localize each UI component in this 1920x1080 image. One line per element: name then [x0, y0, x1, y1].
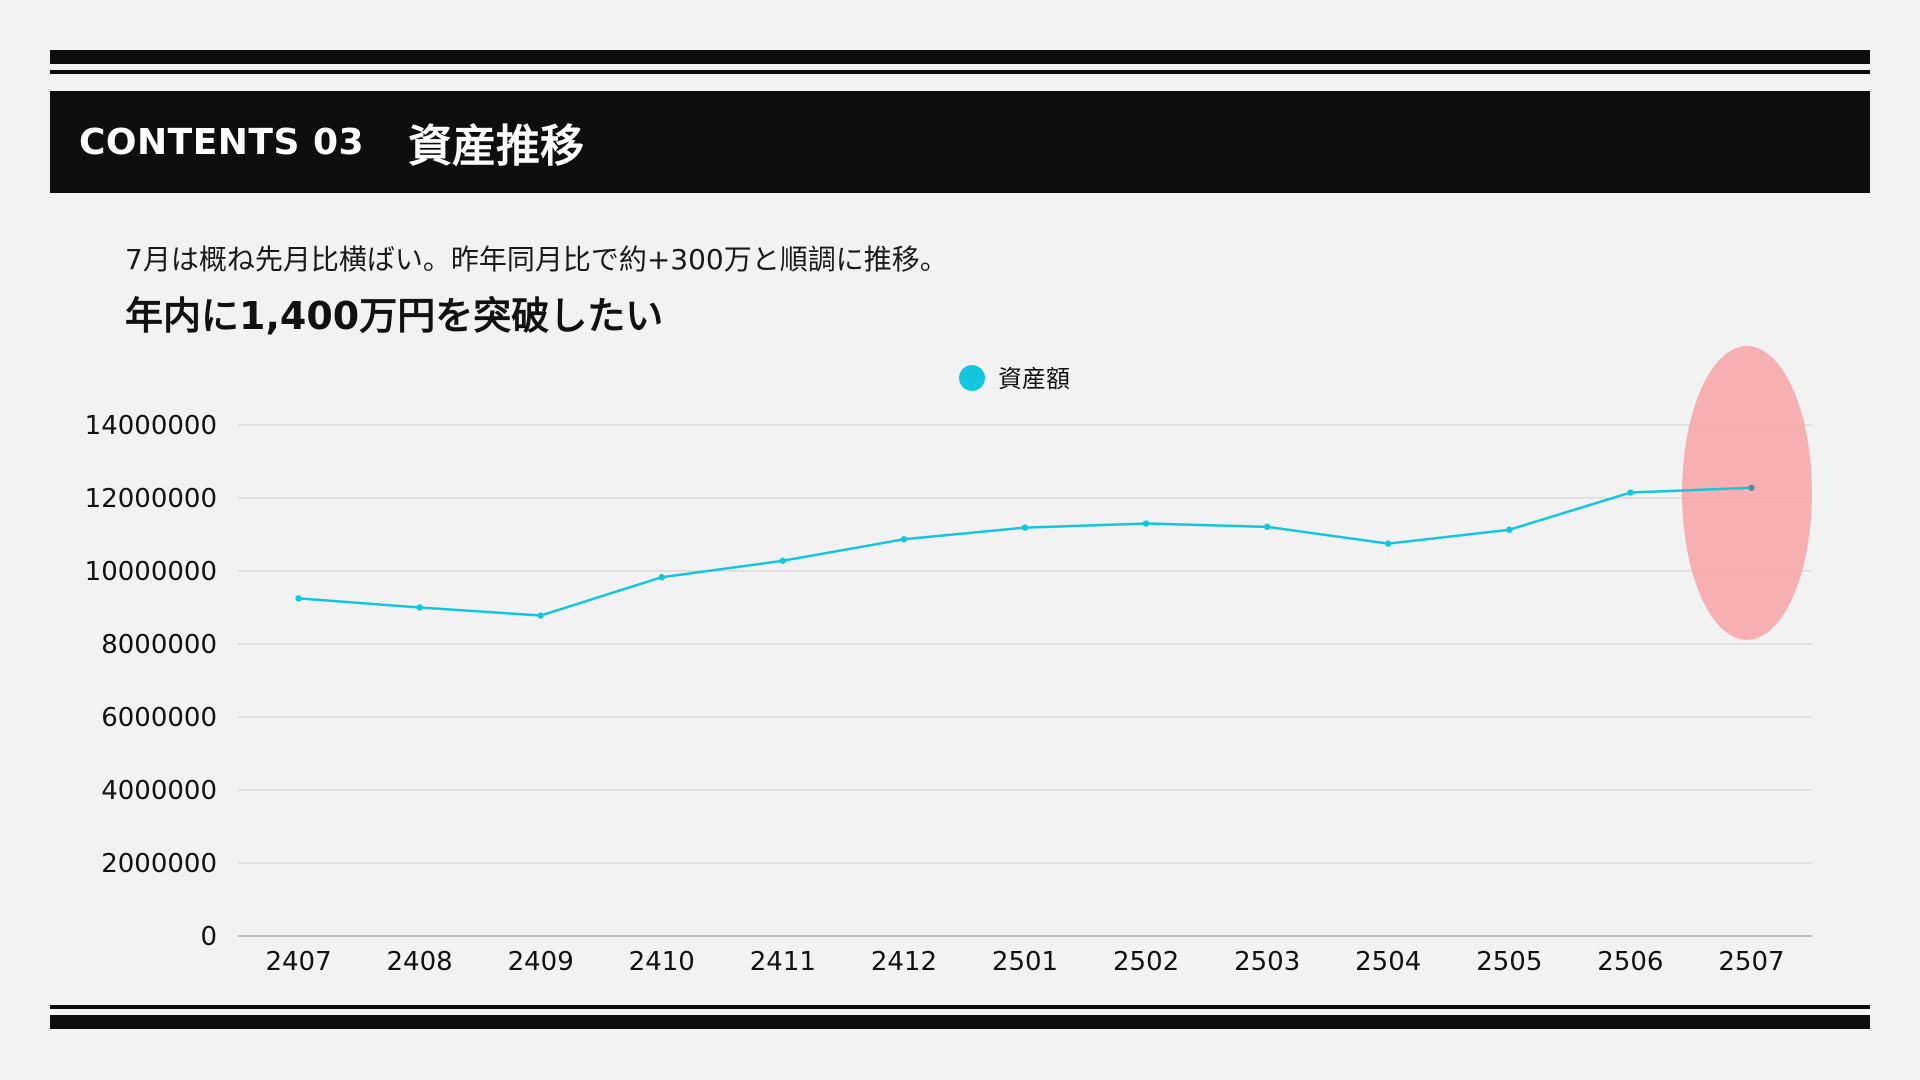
data-point — [1385, 540, 1392, 547]
y-tick-label: 12000000 — [85, 484, 217, 514]
top-thin-rule — [50, 70, 1870, 74]
data-point — [1506, 526, 1513, 533]
x-tick-label: 2501 — [992, 947, 1058, 977]
y-tick-label: 10000000 — [85, 557, 217, 587]
headline-text: 年内に1,400万円を突破したい — [125, 294, 664, 338]
y-tick-label: 8000000 — [101, 630, 217, 660]
y-tick-label: 6000000 — [101, 703, 217, 733]
page-title: 資産推移 — [408, 121, 585, 172]
legend-marker — [959, 365, 985, 391]
x-tick-label: 2506 — [1597, 947, 1663, 977]
y-tick-label: 0 — [200, 922, 217, 952]
data-point — [537, 612, 544, 619]
top-thick-rule — [50, 50, 1870, 64]
data-point — [1142, 520, 1150, 527]
data-point — [1021, 524, 1029, 531]
contents-label: CONTENTS 03 — [79, 121, 365, 163]
y-tick-label: 4000000 — [101, 776, 217, 806]
x-tick-label: 2410 — [629, 947, 695, 977]
series-line — [298, 486, 1752, 617]
data-point — [295, 595, 302, 602]
x-tick-label: 2409 — [508, 947, 574, 977]
y-tick-label: 2000000 — [101, 849, 217, 879]
data-point — [900, 536, 908, 543]
summary-text: 7月は概ね先月比横ばい。昨年同月比で約+300万と順調に推移。 — [125, 243, 948, 276]
header-bar: CONTENTS 03 資産推移 — [50, 91, 1870, 193]
x-tick-label: 2411 — [750, 947, 816, 977]
data-point — [658, 574, 665, 581]
data-point — [1627, 489, 1634, 496]
x-tick-label: 2407 — [265, 947, 331, 977]
x-tick-label: 2505 — [1476, 947, 1542, 977]
legend-label: 資産額 — [998, 365, 1070, 393]
x-tick-label: 2504 — [1355, 947, 1421, 977]
bottom-thin-rule — [50, 1005, 1870, 1009]
highlight-ellipse — [1682, 346, 1812, 640]
data-point — [416, 604, 423, 611]
y-tick-label: 14000000 — [85, 411, 217, 441]
x-tick-label: 2502 — [1113, 947, 1179, 977]
x-tick-label: 2408 — [387, 947, 453, 977]
data-point — [779, 557, 787, 564]
bottom-thick-rule — [50, 1015, 1870, 1029]
data-point — [1263, 523, 1271, 531]
x-tick-label: 2503 — [1234, 947, 1300, 977]
x-tick-label: 2507 — [1718, 947, 1784, 977]
data-point — [1748, 484, 1755, 491]
x-tick-label: 2412 — [871, 947, 937, 977]
